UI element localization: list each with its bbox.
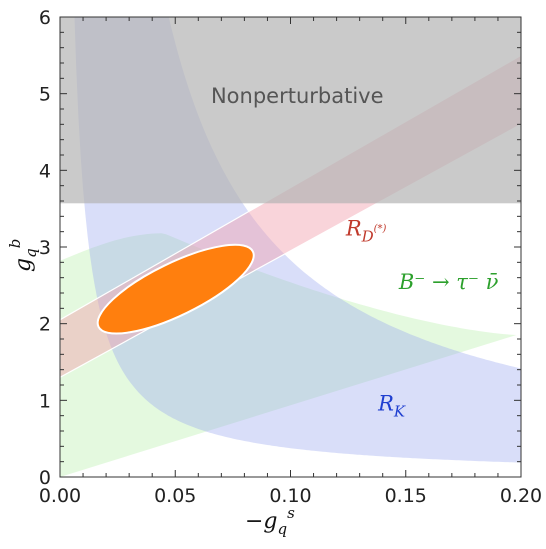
x-tick-label: 0.00	[39, 485, 81, 507]
rd-label-sup: (*)	[374, 224, 387, 235]
x-tick-label: 0.10	[269, 485, 311, 507]
y-tick-label: 6	[39, 7, 51, 29]
rk-label-sub: K	[393, 402, 406, 420]
rd-label-sub: D	[361, 228, 374, 246]
x-axis-title-sub: q	[278, 520, 288, 538]
x-axis-title: −gqs	[245, 504, 295, 538]
y-tick-label: 4	[39, 160, 51, 182]
best-fit-region	[96, 243, 255, 335]
x-tick-label: 0.20	[500, 485, 542, 507]
y-tick-label: 0	[39, 467, 51, 489]
rk-label: RK	[377, 391, 406, 420]
y-tick-label: 2	[39, 314, 51, 336]
x-tick-label: 0.05	[154, 485, 196, 507]
rk-label-main: R	[377, 391, 394, 415]
nonperturbative-region	[60, 17, 521, 204]
btaunu-label: B⁻ → τ⁻ ν̄	[398, 270, 499, 294]
rd-label: RD(*)	[345, 217, 387, 246]
y-axis-title-sub: q	[22, 248, 40, 258]
y-tick-label: 5	[39, 84, 51, 106]
y-tick-label: 1	[39, 390, 51, 412]
nonperturbative-label: Nonperturbative	[211, 84, 384, 108]
x-axis-title-sup: s	[287, 504, 295, 522]
y-axis-title-sup: b	[6, 239, 24, 249]
y-tick-label: 3	[39, 237, 51, 259]
rd-label-main: R	[345, 217, 362, 241]
x-tick-label: 0.15	[385, 485, 427, 507]
